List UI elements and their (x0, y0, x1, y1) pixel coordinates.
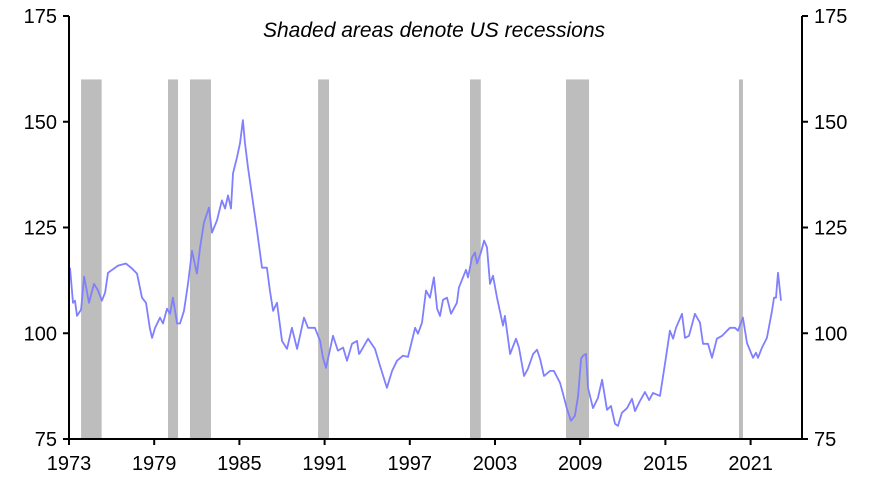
x-tick-label: 1997 (388, 453, 433, 475)
y-tick-label-left: 75 (35, 429, 57, 451)
axes: 75 75 100 100 125 125 150 150 175 175 1973 1979 1985… (24, 6, 848, 475)
y-tick-label-left: 175 (24, 6, 57, 28)
x-tick-label: 2009 (558, 453, 603, 475)
x-tick-label: 1985 (217, 453, 262, 475)
chart-title: Shaded areas denote US recessions (263, 19, 606, 42)
x-tick-label: 2021 (728, 453, 773, 475)
x-tick-label: 1973 (47, 453, 92, 475)
y-tick-label-left: 150 (24, 112, 57, 134)
recession-bar (167, 79, 179, 439)
x-tick-label: 2015 (643, 453, 688, 475)
y-tick-label-right: 150 (814, 112, 847, 134)
recession-bar (738, 79, 743, 439)
y-tick-label-right: 175 (814, 6, 847, 28)
recession-bar (189, 79, 211, 439)
y-tick-label-right: 100 (814, 323, 847, 345)
recession-bar (81, 79, 102, 439)
y-tick-label-right: 75 (814, 429, 836, 451)
x-tick-label: 2003 (473, 453, 518, 475)
x-tick-label: 1991 (302, 453, 347, 475)
y-tick-label-right: 125 (814, 218, 847, 240)
series-line (69, 119, 782, 427)
recession-bar (318, 79, 330, 439)
x-tick-label: 1979 (132, 453, 177, 475)
y-tick-label-left: 100 (24, 323, 57, 345)
recession-bar (566, 79, 590, 439)
recession-shading (81, 79, 743, 439)
y-tick-label-left: 125 (24, 218, 57, 240)
